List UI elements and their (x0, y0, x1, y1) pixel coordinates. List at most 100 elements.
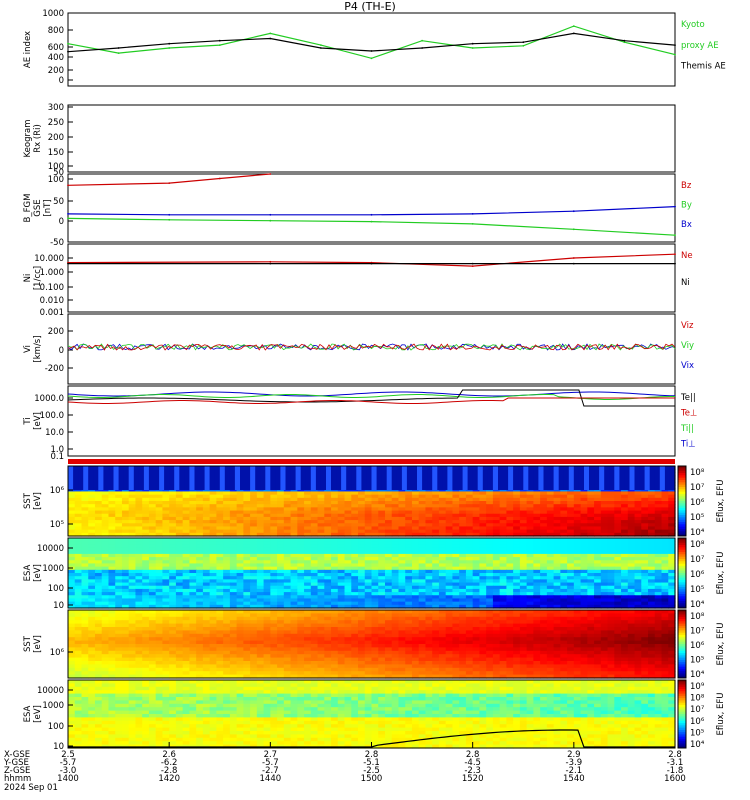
colorbar-cell (678, 704, 686, 708)
sst-flag-cell (452, 466, 458, 490)
sst-flag-cell (143, 466, 150, 490)
sst-flag-cell (78, 466, 84, 490)
sst-flag-cell (123, 466, 130, 490)
series-point (269, 262, 272, 265)
colorbar-cell (678, 709, 686, 713)
colorbar-cell (678, 487, 686, 490)
colorbar-tick: 10⁶ (690, 641, 705, 651)
sst-flag-cell (68, 466, 74, 490)
panel-frame-4 (67, 243, 676, 313)
colorbar-cell (678, 589, 686, 593)
series-line (67, 206, 676, 216)
colorbar-cell (678, 698, 686, 701)
series-line (67, 253, 676, 267)
sst-flag-cell (568, 466, 575, 490)
colorbar-frame (677, 465, 687, 537)
sst-flag-cell (482, 466, 489, 490)
sst-flag-cell (179, 466, 185, 490)
sst-flag-cell (442, 466, 448, 490)
series-point (67, 50, 69, 53)
colorbar-cell (678, 621, 686, 625)
sst-flag-cell (255, 466, 261, 490)
panel-frame-7 (67, 465, 676, 537)
colorbar-cell (678, 727, 686, 731)
colorbar-cell (678, 545, 686, 548)
colorbar-cell (678, 556, 686, 560)
series-point (269, 37, 272, 40)
panel-ylabel: [eV] (33, 412, 43, 430)
series-point (674, 53, 676, 56)
xtick-label: -3.0 (60, 766, 77, 776)
sst-flag-cell (543, 466, 549, 490)
ytick-label: 100 (48, 584, 64, 594)
colorbar-cell (678, 549, 686, 553)
sst-flag-cell (578, 466, 585, 490)
colorbar-tick: 10⁷ (690, 705, 705, 715)
sst-flag-cell (199, 466, 205, 490)
series-point (67, 262, 69, 265)
colorbar-cell (678, 561, 686, 565)
sst-flag-cell (280, 466, 286, 490)
colorbar-cell (678, 552, 686, 555)
legend-label: Viz (681, 321, 694, 331)
sst-flag-cell (487, 466, 494, 490)
ytick-label: 10 (53, 601, 64, 611)
colorbar-cell (678, 480, 686, 483)
series-point (471, 47, 474, 49)
xtick-label: 1600 (664, 774, 686, 784)
series-point (370, 220, 373, 223)
series-point (522, 41, 525, 44)
colorbar-cell (678, 680, 686, 683)
panel-frame-2 (67, 104, 676, 173)
colorbar-cell (678, 512, 686, 516)
colorbar-cell (678, 605, 686, 609)
ytick-label: 600 (48, 43, 64, 53)
colorbar-cell (678, 563, 686, 567)
ytick-label: 0 (59, 217, 64, 227)
sst-flag-cell (523, 466, 529, 490)
colorbar-cell (678, 496, 686, 500)
colorbar-cell (678, 743, 686, 747)
colorbar-cell (678, 482, 686, 486)
colorbar-cell (678, 498, 686, 502)
sst-flag-cell (599, 466, 605, 490)
sst-flag-cell (189, 466, 195, 490)
colorbar-tick: 10⁴ (690, 528, 705, 538)
panel-ylabel: [eV] (33, 705, 43, 723)
series-point (471, 213, 474, 215)
sst-flag-cell (240, 466, 246, 490)
sst-flag-cell (138, 466, 145, 490)
series-point (67, 213, 69, 215)
panel-ylabel: AE index (23, 31, 33, 68)
sst-flag-cell (265, 466, 271, 490)
ytick-label: 0.100 (40, 283, 64, 293)
colorbar-tick: 10⁹ (690, 682, 705, 692)
velocity-trace (67, 343, 676, 351)
ytick-label: 1000 (42, 564, 64, 574)
sst-flag-cell (320, 466, 327, 490)
sst-flag-cell (88, 466, 94, 490)
sst-flag-cell (93, 466, 99, 490)
series-point (218, 44, 221, 46)
sst-flag-cell (538, 466, 544, 490)
series-point (320, 44, 322, 46)
sst-flag-cell (422, 466, 428, 490)
xtick-label: 2.8 (466, 750, 480, 760)
colorbar-cell (678, 662, 686, 665)
sst-flag-cell (250, 466, 256, 490)
series-point (572, 25, 575, 27)
sst-flag-cell (396, 466, 403, 490)
sst-flag-cell (634, 466, 640, 490)
colorbar-cell (678, 584, 686, 588)
sst-flag-cell (234, 466, 241, 490)
legend-label: Kyoto (681, 20, 705, 30)
legend-label: Vix (681, 361, 694, 371)
legend-label: Ni (681, 278, 690, 288)
colorbar-cell (678, 577, 686, 581)
colorbar-cell (678, 612, 686, 616)
colorbar-cell (678, 526, 686, 530)
sst-flag-cell (417, 466, 423, 490)
colorbar-cell (678, 494, 686, 497)
colorbar-tick: 10⁴ (690, 740, 705, 750)
panel-ylabel: Rx (Ri) (33, 124, 43, 153)
